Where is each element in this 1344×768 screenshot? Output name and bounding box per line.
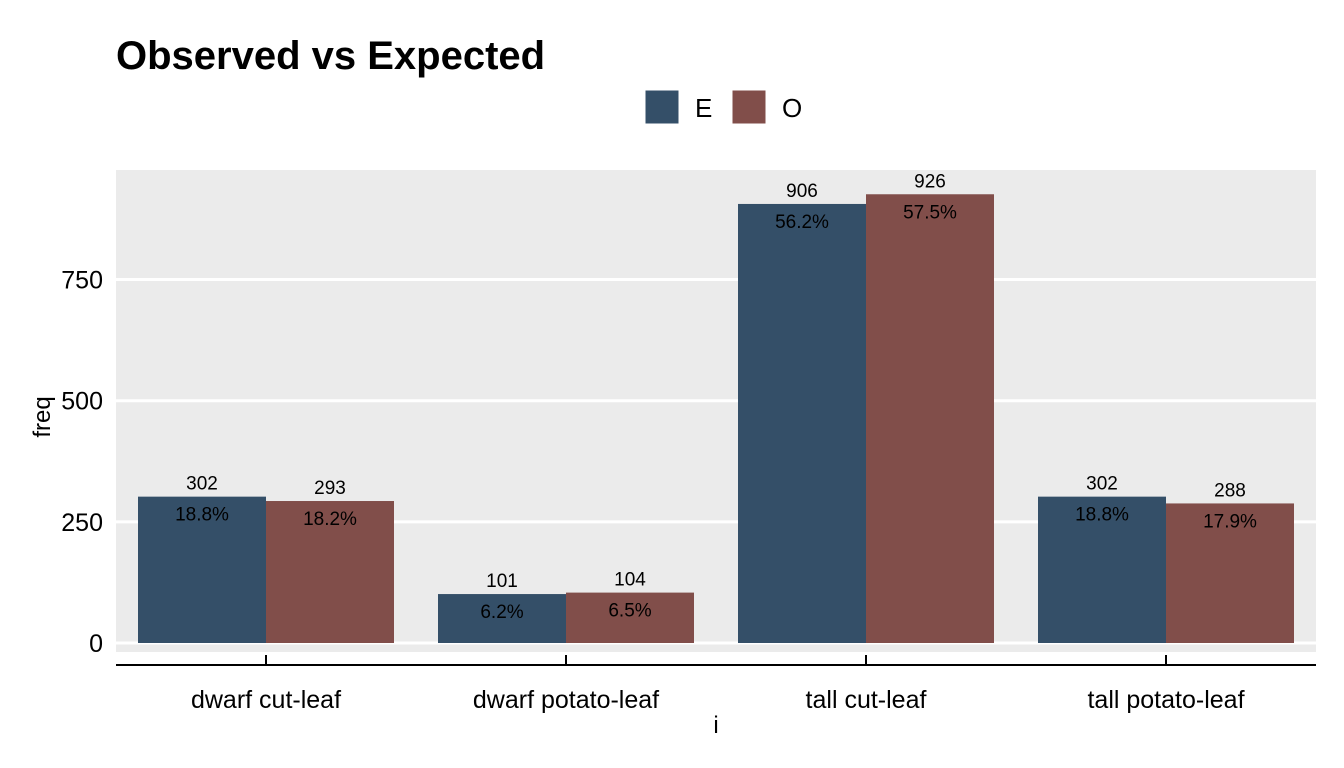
bar-count-label: 302 (186, 474, 218, 495)
bar-percent-label: 6.2% (480, 602, 523, 623)
x-tick-label: dwarf cut-leaf (191, 686, 341, 714)
bar-count-label: 906 (786, 181, 818, 202)
x-axis-title: i (713, 712, 718, 739)
bar-percent-label: 18.2% (303, 509, 357, 530)
y-tick-label: 500 (61, 388, 103, 416)
x-tick-label: tall cut-leaf (806, 686, 927, 714)
bar-labels: 302 18.8% 293 18.2% 101 6.2% 104 6.5% 906 56.2% 92… (175, 171, 1257, 623)
bar-o (266, 501, 394, 643)
bar-count-label: 104 (614, 570, 646, 591)
bar-percent-label: 17.9% (1203, 511, 1257, 532)
y-tick-label: 750 (61, 267, 103, 295)
y-tick-label: 0 (89, 630, 103, 658)
bar-percent-label: 18.8% (1075, 505, 1129, 526)
x-axis: dwarf cut-leaf dwarf potato-leaf tall cut-… (116, 655, 1316, 714)
bar-o (566, 592, 694, 643)
bar-e (438, 594, 566, 643)
bar-percent-label: 56.2% (775, 212, 829, 233)
legend-label-o: O (782, 93, 802, 123)
bar-count-label: 293 (314, 478, 346, 499)
x-tick-label: dwarf potato-leaf (473, 686, 659, 714)
bar-count-label: 288 (1214, 480, 1246, 501)
y-axis-title: freq (29, 396, 56, 437)
chart-title: Observed vs Expected (116, 34, 545, 78)
legend-swatch-o (731, 89, 767, 125)
bar-e (738, 203, 866, 643)
legend-label-e: E (695, 93, 712, 123)
bar-count-label: 926 (914, 171, 946, 192)
bar-count-label: 302 (1086, 474, 1118, 495)
bar-percent-label: 6.5% (608, 601, 651, 622)
bar-percent-label: 18.8% (175, 505, 229, 526)
y-axis: 0 250 500 750 (61, 267, 103, 658)
legend-swatch-e (644, 89, 680, 125)
bar-o (866, 194, 994, 643)
bar-e (1038, 496, 1166, 643)
y-tick-label: 250 (61, 509, 103, 537)
x-tick-label: tall potato-leaf (1087, 686, 1244, 714)
bar-count-label: 101 (486, 571, 518, 592)
bar-e (138, 496, 266, 643)
bar-o (1166, 503, 1294, 643)
bar-percent-label: 57.5% (903, 202, 957, 223)
bars (138, 194, 1294, 643)
